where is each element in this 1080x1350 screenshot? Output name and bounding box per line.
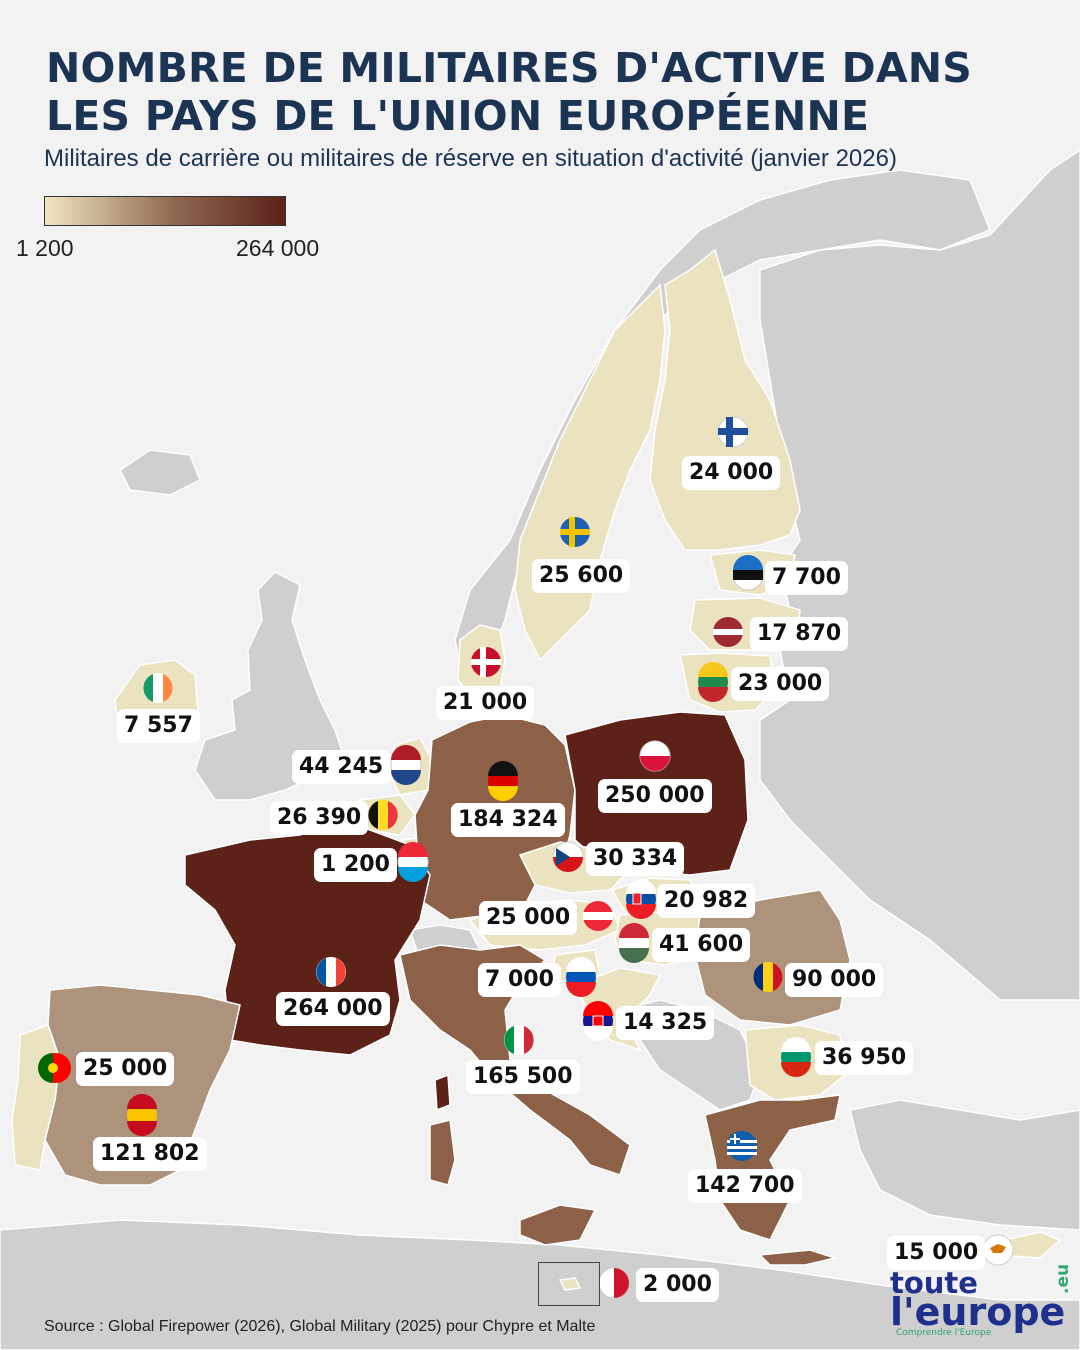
flag-italy [504, 1025, 534, 1055]
flag-ireland [143, 673, 173, 703]
flags [38, 416, 1014, 1299]
flag-netherlands [390, 745, 422, 785]
flag-romania [753, 962, 783, 992]
flag-lithuania [698, 662, 728, 702]
flag-croatia [583, 1001, 613, 1041]
value-label-france: 264 000 [276, 992, 390, 1026]
subtitle: Militaires de carrière ou militaires de … [44, 145, 897, 172]
flag-luxembourg [397, 842, 429, 882]
value-label-ireland: 7 557 [117, 709, 200, 743]
value-label-estonia: 7 700 [765, 561, 848, 595]
value-label-italy: 165 500 [466, 1060, 580, 1094]
flag-hungary [619, 923, 649, 963]
flag-belgium [368, 800, 398, 830]
north-africa-land [0, 1219, 1080, 1350]
value-label-croatia: 14 325 [616, 1006, 715, 1040]
value-label-spain: 121 802 [93, 1137, 207, 1171]
value-label-greece: 142 700 [688, 1169, 802, 1203]
value-label-netherlands: 44 245 [292, 750, 391, 784]
malta-inset-box [538, 1262, 600, 1306]
turkey-land [849, 1099, 1080, 1231]
value-label-belgium: 26 390 [270, 801, 369, 835]
value-label-slovenia: 7 000 [478, 963, 561, 997]
value-label-cyprus: 15 000 [887, 1236, 986, 1270]
non-eu-land [0, 149, 1080, 1350]
flag-greece [727, 1131, 757, 1161]
country-corsica [434, 1073, 451, 1112]
uk-land [194, 571, 346, 801]
legend-min-label: 1 200 [16, 235, 74, 261]
country-cyprus [1003, 1231, 1062, 1259]
value-label-poland: 250 000 [598, 779, 712, 813]
value-label-finland: 24 000 [682, 456, 781, 490]
country-sicily [519, 1204, 597, 1246]
value-label-denmark: 21 000 [436, 686, 535, 720]
flag-bulgaria [781, 1037, 811, 1077]
value-label-germany: 184 324 [451, 803, 565, 837]
flag-latvia [713, 617, 743, 647]
country-crete [758, 1249, 838, 1266]
value-label-czechia: 30 334 [586, 842, 685, 876]
flag-portugal [38, 1053, 71, 1083]
value-label-luxembourg: 1 200 [314, 848, 397, 882]
title-line-2: LES PAYS DE L'UNION EUROPÉENNE [46, 92, 870, 140]
flag-spain [127, 1094, 157, 1136]
flag-austria [583, 901, 613, 931]
value-label-romania: 90 000 [785, 963, 884, 997]
brand-logo-line-2: l'europe [890, 1290, 1066, 1334]
flag-denmark [471, 647, 501, 677]
brand-logo-line-1: toute [890, 1266, 978, 1300]
flag-cyprus [982, 1234, 1014, 1266]
brand-logo[interactable]: toute l'europe .eu Comprendre l'Europe [890, 1264, 1073, 1342]
value-label-portugal: 25 000 [76, 1052, 175, 1086]
page-title: NOMBRE DE MILITAIRES D'ACTIVE DANS LES P… [46, 44, 972, 140]
country-italy [399, 944, 631, 1176]
flag-malta [598, 1267, 630, 1299]
source-note: Source : Global Firepower (2026), Global… [44, 1318, 596, 1335]
value-label-latvia: 17 870 [750, 617, 849, 651]
iceland-land [119, 449, 201, 496]
value-label-austria: 25 000 [479, 901, 578, 935]
value-label-malta: 2 000 [636, 1268, 719, 1302]
value-label-bulgaria: 36 950 [815, 1041, 914, 1075]
flag-poland [639, 740, 671, 772]
flag-czechia [552, 841, 584, 873]
value-label-lithuania: 23 000 [731, 667, 830, 701]
legend-max-label: 264 000 [236, 235, 320, 261]
title-line-1: NOMBRE DE MILITAIRES D'ACTIVE DANS [46, 44, 973, 92]
brand-logo-suffix: .eu [1053, 1263, 1073, 1294]
value-label-hungary: 41 600 [652, 928, 751, 962]
country-malta [558, 1277, 582, 1291]
flag-finland [717, 416, 749, 448]
brand-tagline: Comprendre l'Europe [896, 1328, 992, 1338]
flag-sweden [560, 517, 590, 547]
flag-germany [488, 761, 518, 801]
flag-france [316, 957, 346, 987]
flag-slovakia [626, 879, 656, 919]
country-sweden [514, 283, 666, 662]
flag-slovenia [566, 957, 596, 997]
value-label-sweden: 25 600 [532, 559, 631, 593]
country-sardinia [429, 1119, 456, 1186]
country-greece [704, 1094, 841, 1241]
value-label-slovakia: 20 982 [657, 884, 756, 918]
flag-estonia [732, 555, 764, 591]
color-scale-bar [44, 196, 286, 226]
